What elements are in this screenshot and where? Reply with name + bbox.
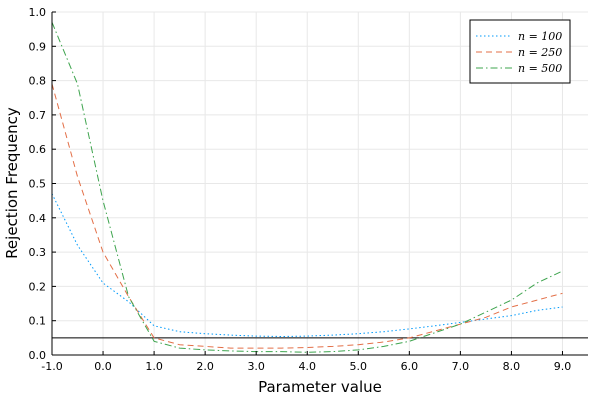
- x-tick-label: -1.0: [41, 360, 62, 373]
- y-tick-label: 0.2: [29, 280, 47, 293]
- series-group: [51, 22, 563, 353]
- x-tick-label: 1.0: [145, 360, 163, 373]
- x-tick-label: 8.0: [503, 360, 521, 373]
- legend-label-1: n = 100: [518, 30, 562, 43]
- y-tick-label: 0.3: [29, 246, 47, 259]
- y-tick-label: 0.6: [29, 143, 47, 156]
- y-axis-ticks: 0.0 0.1 0.2 0.3 0.4 0.5 0.6 0.7 0.8 0.9 1.0: [29, 6, 56, 362]
- y-tick-label: 0.5: [29, 178, 47, 191]
- x-axis-label: Parameter value: [258, 378, 382, 396]
- x-tick-label: 2.0: [196, 360, 214, 373]
- y-tick-label: 0.8: [29, 75, 47, 88]
- y-tick-label: 0.1: [29, 315, 47, 328]
- x-tick-label: 0.0: [94, 360, 112, 373]
- x-tick-label: 5.0: [350, 360, 368, 373]
- y-tick-label: 0.7: [29, 109, 47, 122]
- y-axis-label: Rejection Frequency: [3, 107, 21, 259]
- series-line-2: [51, 83, 563, 349]
- legend-label-2: n = 250: [518, 46, 562, 59]
- y-tick-label: 1.0: [29, 6, 47, 19]
- x-tick-label: 4.0: [298, 360, 316, 373]
- x-axis-ticks: -1.0 0.0 1.0 2.0 3.0 4.0 5.0 6.0 7.0 8.0 9.0: [41, 351, 571, 373]
- y-tick-label: 0.9: [29, 40, 47, 53]
- legend-label-3: n = 500: [518, 62, 562, 75]
- x-tick-label: 6.0: [401, 360, 419, 373]
- x-tick-label: 3.0: [247, 360, 265, 373]
- legend: n = 100 n = 250 n = 500: [469, 19, 571, 84]
- x-tick-label: 7.0: [452, 360, 470, 373]
- y-tick-label: 0.4: [29, 212, 47, 225]
- y-tick-label: 0.0: [29, 349, 47, 362]
- x-tick-label: 9.0: [554, 360, 572, 373]
